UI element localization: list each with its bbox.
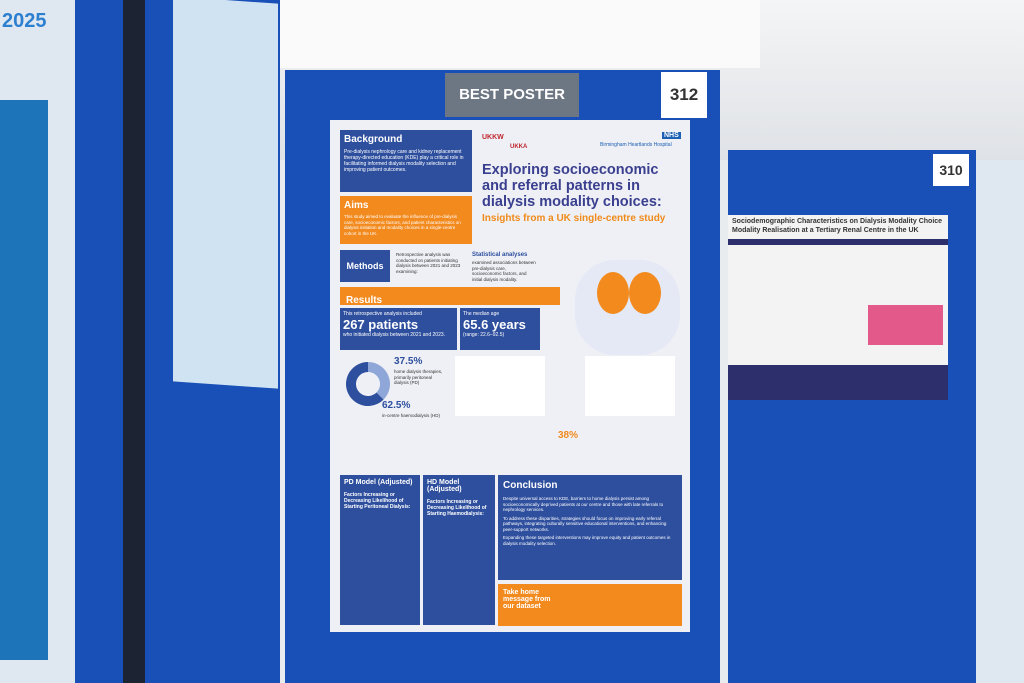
heading: Background xyxy=(344,134,403,145)
board: 310 Sociodemographic Characteristics on … xyxy=(728,150,976,683)
text: (range: 22.6–92.5) xyxy=(463,332,505,338)
logo: UKKA xyxy=(510,144,528,150)
heading: Aims xyxy=(344,200,369,211)
side-poster xyxy=(173,0,278,389)
light xyxy=(260,0,760,68)
left-poster: 2025 xyxy=(0,0,75,683)
poster: UKKW UKKA NHS Birmingham Heartlands Hosp… xyxy=(330,120,690,632)
board-number: 310 xyxy=(933,154,969,186)
age: 65.6 years xyxy=(463,317,526,332)
hd-note: in-centre haemodialysis (HD) xyxy=(382,413,441,418)
logo: NHS xyxy=(662,132,681,139)
text: Pre-dialysis nephrology care and kidney … xyxy=(344,149,464,173)
point: Expanding these targeted interventions m… xyxy=(503,535,671,546)
board xyxy=(145,0,280,683)
right-poster: Sociodemographic Characteristics on Dial… xyxy=(728,215,948,400)
pd-model: PD Model (Adjusted) Factors Increasing o… xyxy=(340,475,420,625)
heading: Methods xyxy=(346,261,384,271)
award-sign: BEST POSTER xyxy=(445,73,579,117)
pd-note: home dialysis therapies, primarily perit… xyxy=(394,369,443,385)
aims: Aims This study aimed to evaluate the in… xyxy=(340,196,472,244)
methods-heading: Methods xyxy=(340,250,390,282)
band xyxy=(728,365,948,400)
hd-share: 62.5% xyxy=(382,400,411,411)
panel xyxy=(0,100,48,660)
figure xyxy=(585,356,675,416)
board xyxy=(75,0,123,683)
right-poster-title: Modality Realisation at a Tertiary Renal… xyxy=(732,227,919,234)
results-heading: Results xyxy=(340,287,560,306)
figure xyxy=(455,356,545,416)
title: Exploring socioeconomic and referral pat… xyxy=(482,162,662,210)
point: To address these disparities, strategies… xyxy=(503,515,667,532)
kidney xyxy=(629,272,661,314)
late-referral: 38% xyxy=(558,430,579,441)
pd-share: 37.5% xyxy=(394,356,423,367)
subheading: Factors Increasing or Decreasing Likelih… xyxy=(344,492,411,510)
methods-text: Retrospective analysis was conducted on … xyxy=(396,252,461,274)
donut-slice xyxy=(368,362,390,400)
kidney xyxy=(597,272,629,314)
donut-slice xyxy=(346,362,384,406)
patients: 267 patients xyxy=(343,317,419,332)
logo: Birmingham Heartlands Hospital xyxy=(600,142,672,148)
text: who initiated dialysis between 2021 and … xyxy=(343,332,446,338)
text: This retrospective analysis included xyxy=(343,311,422,317)
hd-model: HD Model (Adjusted) Factors Increasing o… xyxy=(423,475,495,625)
heading: Results xyxy=(346,295,383,306)
figure xyxy=(868,305,943,345)
heading: HD Model (Adjusted) xyxy=(427,479,462,493)
far-right-poster xyxy=(976,160,1024,683)
age-box: The median age 65.6 years (range: 22.6–9… xyxy=(460,308,540,350)
donut xyxy=(346,362,390,406)
heading: PD Model (Adjusted) xyxy=(344,479,413,486)
band xyxy=(728,239,948,245)
subheading: Factors Increasing or Decreasing Likelih… xyxy=(427,499,487,517)
stats-heading: Statistical analyses xyxy=(472,252,528,258)
subtitle: Insights from a UK single-centre study xyxy=(482,213,666,224)
patients-box: This retrospective analysis included 267… xyxy=(340,308,457,350)
logo: UKKW xyxy=(482,134,504,141)
point: Despite universal access to KDE, barrier… xyxy=(503,496,664,512)
take-home: Take home message from our dataset xyxy=(498,584,682,626)
board-number: 312 xyxy=(661,72,707,118)
text: The median age xyxy=(463,311,500,317)
background: Background Pre-dialysis nephrology care … xyxy=(340,130,472,192)
kidney-illustration xyxy=(575,260,680,355)
stats-text: examined associations between pre-dialys… xyxy=(472,260,536,282)
heading: Conclusion xyxy=(503,480,558,491)
conclusion: Conclusion Despite universal access to K… xyxy=(498,475,682,580)
right-poster-title: Sociodemographic Characteristics on Dial… xyxy=(732,218,943,225)
board-edge xyxy=(123,0,145,683)
heading: Take home message from our dataset xyxy=(503,589,551,610)
text: This study aimed to evaluate the influen… xyxy=(344,214,461,236)
year: 2025 xyxy=(2,10,47,32)
